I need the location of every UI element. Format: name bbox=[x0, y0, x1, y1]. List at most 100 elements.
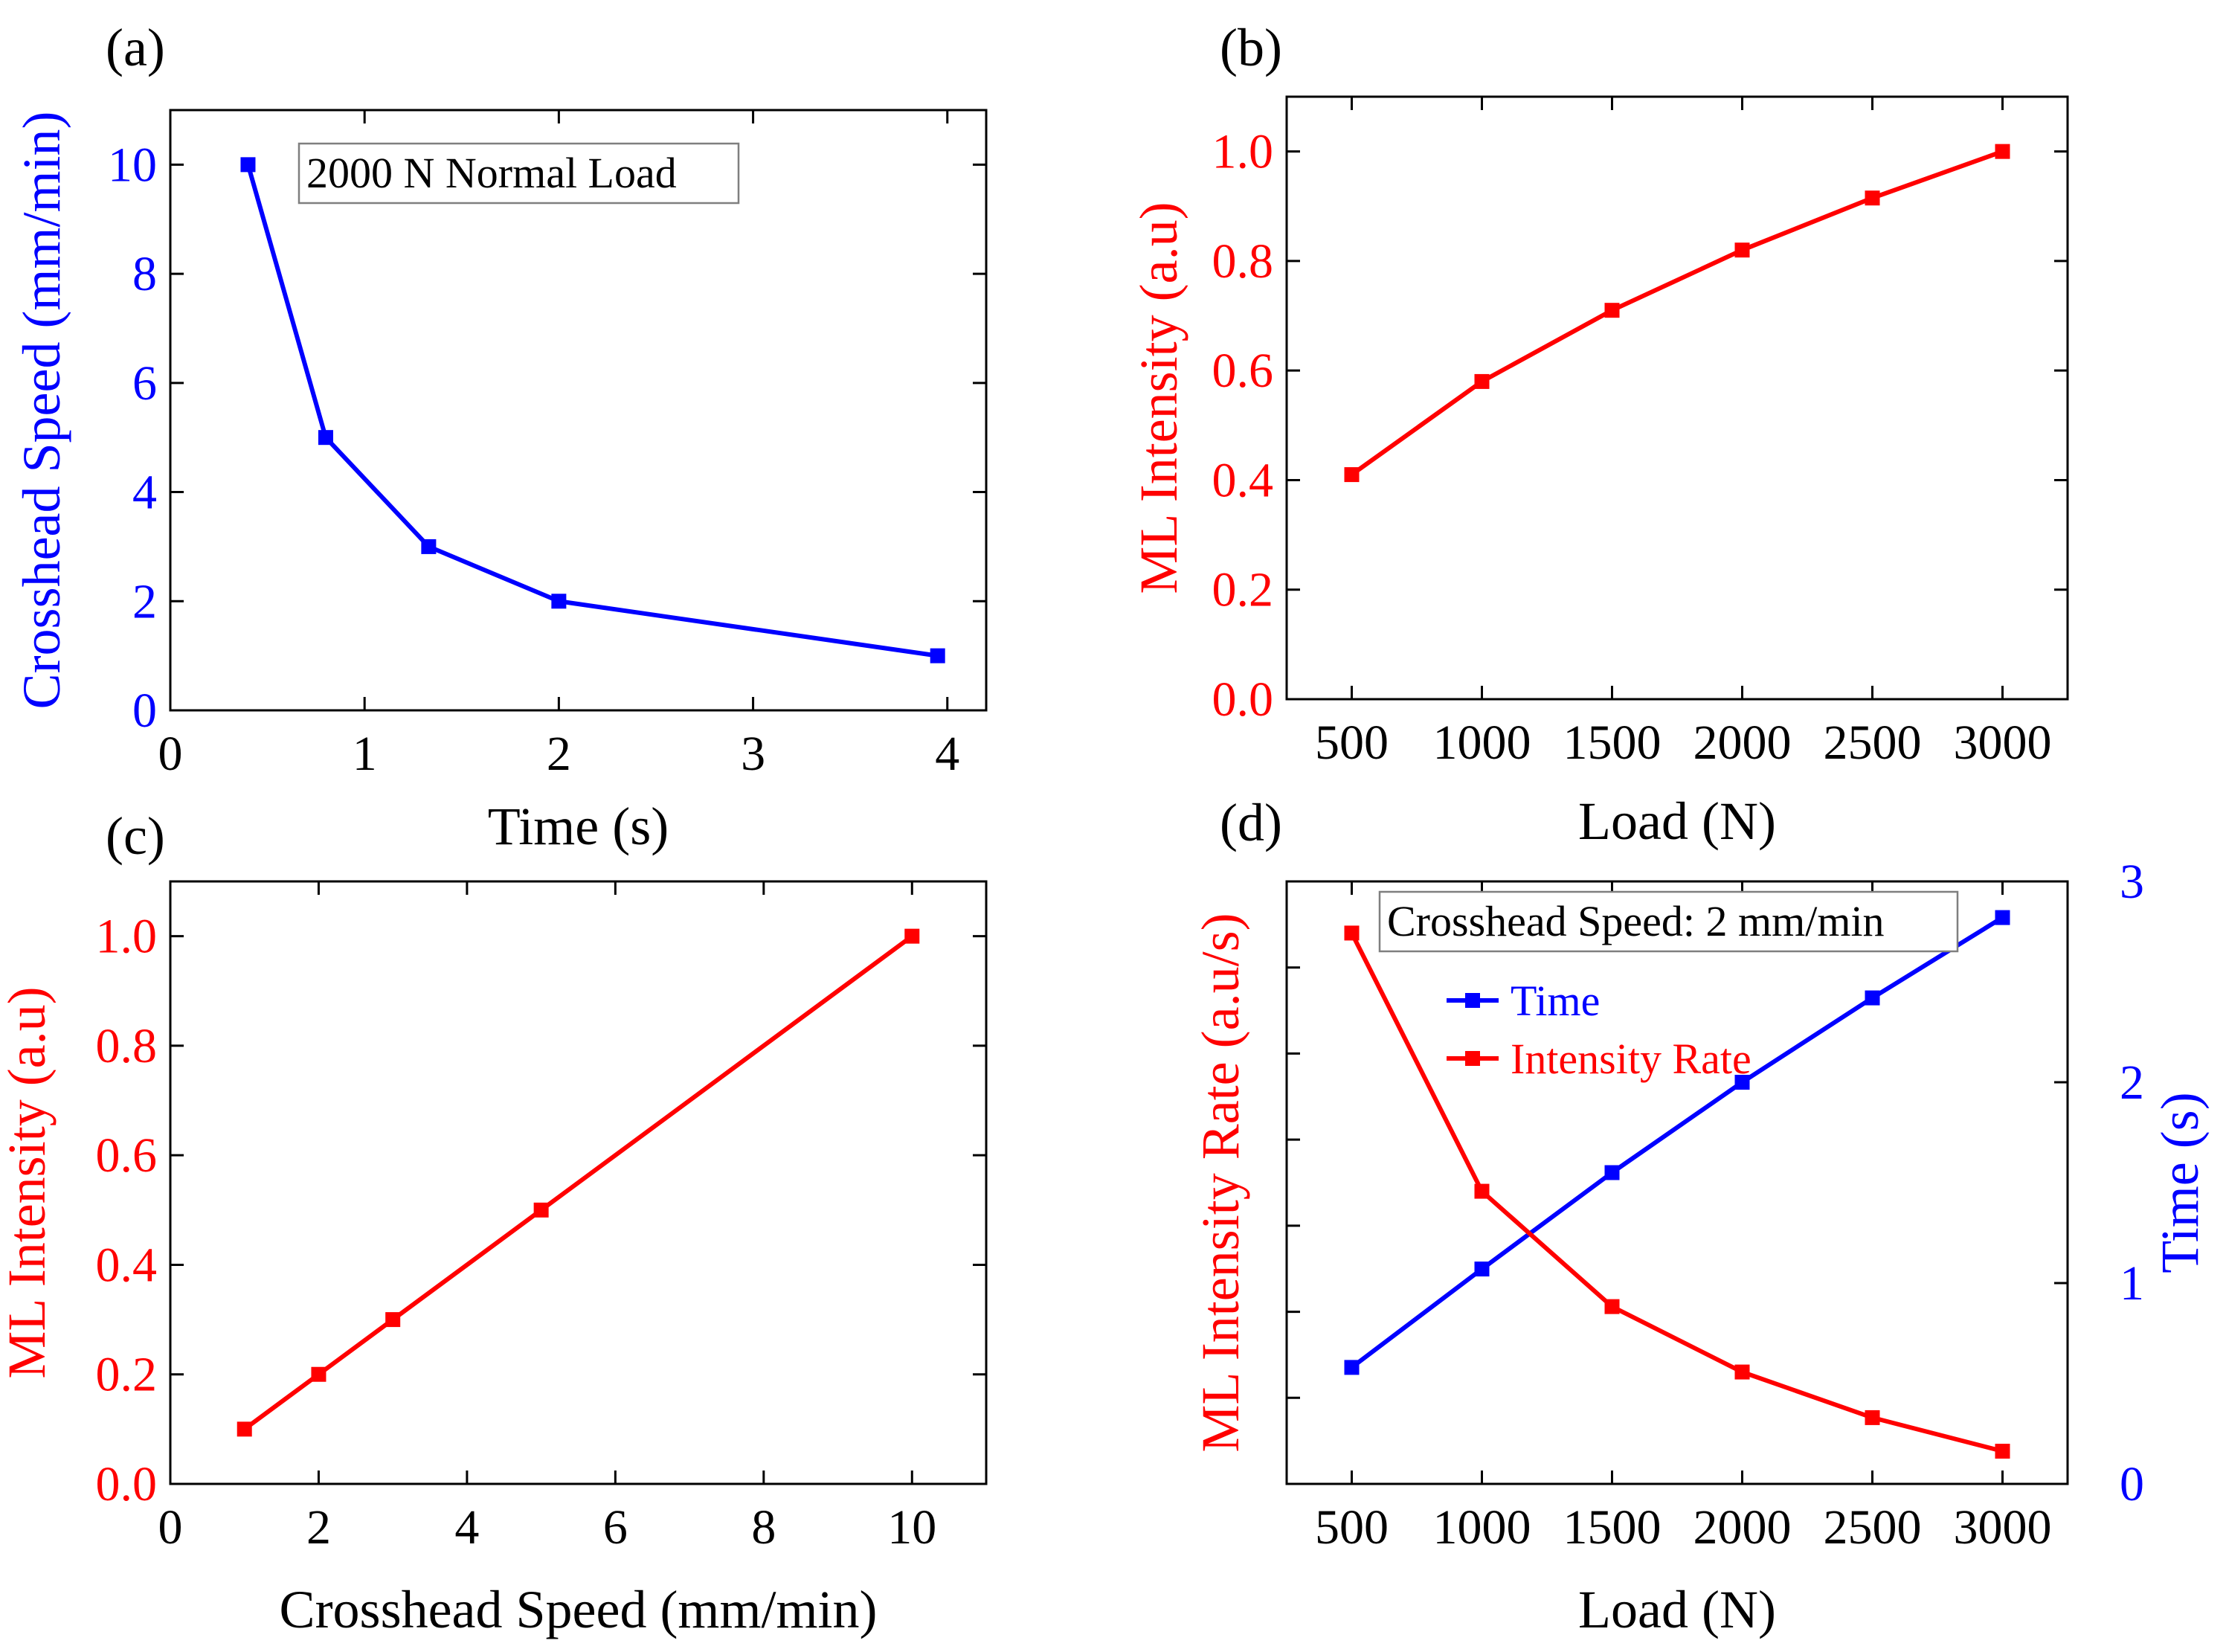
plot-frame-d bbox=[1285, 880, 2069, 1485]
y-tick-label-b: 1.0 bbox=[1212, 125, 1274, 179]
y-tick-label-b: 0.8 bbox=[1212, 234, 1274, 289]
y-tick-label-b: 0.6 bbox=[1212, 344, 1274, 398]
data-point-d-1 bbox=[1474, 1183, 1490, 1199]
y-tick-label-b: 0.0 bbox=[1212, 672, 1274, 727]
data-point-c-0 bbox=[237, 1421, 252, 1437]
y-tick-label-a: 2 bbox=[132, 574, 157, 629]
annotation-box-d bbox=[1378, 890, 1959, 953]
annotation-text-a: 2000 N Normal Load bbox=[306, 149, 677, 197]
y-tick-label-a: 4 bbox=[132, 466, 157, 520]
x-tick-label-c: 4 bbox=[454, 1500, 479, 1555]
data-point-a-0 bbox=[240, 157, 256, 173]
data-point-a-0 bbox=[421, 539, 437, 554]
y-axis-title-d: ML Intensity Rate (a.u/s) bbox=[1191, 913, 1250, 1452]
x-tick-label-d: 2000 bbox=[1693, 1500, 1792, 1555]
data-point-b-0 bbox=[1995, 144, 2010, 159]
series-line-b-0 bbox=[1350, 149, 2004, 477]
x-tick-label-b: 1500 bbox=[1563, 716, 1662, 770]
x-tick-label-d: 500 bbox=[1315, 1500, 1389, 1555]
data-point-a-0 bbox=[318, 430, 333, 446]
y-tick-label-c: 0.0 bbox=[96, 1457, 158, 1511]
annotation-box-a bbox=[297, 142, 740, 205]
x-axis-title-b: Load (N) bbox=[1578, 791, 1776, 851]
y-tick-label-c: 0.8 bbox=[96, 1019, 158, 1073]
legend-label-d-1: Intensity Rate bbox=[1511, 1035, 1751, 1083]
x-tick-label-c: 0 bbox=[158, 1500, 183, 1555]
data-point-d-0 bbox=[1474, 1262, 1490, 1277]
y-tick-label-a: 0 bbox=[132, 684, 157, 738]
data-point-d-1 bbox=[1865, 1410, 1880, 1425]
data-point-d-1 bbox=[1995, 1444, 2010, 1459]
y-tick-label-b: 0.2 bbox=[1212, 563, 1274, 617]
data-point-d-1 bbox=[1344, 925, 1360, 941]
x-tick-label-c: 8 bbox=[751, 1500, 776, 1555]
y-tick-label-c: 0.2 bbox=[96, 1348, 158, 1402]
series-line-a-0 bbox=[245, 164, 939, 658]
x-tick-label-d: 3000 bbox=[1954, 1500, 2052, 1555]
data-point-d-0 bbox=[1865, 990, 1880, 1006]
data-point-a-0 bbox=[930, 648, 945, 663]
legend-marker-d-1 bbox=[1465, 1051, 1480, 1066]
legend-marker-d-0 bbox=[1465, 993, 1480, 1008]
data-point-d-0 bbox=[1734, 1075, 1750, 1090]
panel-a: (a) 0 1 2 3 4 0 2 4 6 8 10 Time (s) Crosshead Speed (… bbox=[12, 18, 988, 856]
data-point-d-0 bbox=[1604, 1165, 1620, 1180]
x-tick-label-d: 2500 bbox=[1824, 1500, 1922, 1555]
x-tick-label-a: 2 bbox=[547, 727, 571, 781]
x-tick-label-a: 3 bbox=[741, 727, 765, 781]
series-line-c-0 bbox=[242, 934, 914, 1431]
y-tick-label-a: 10 bbox=[108, 138, 157, 192]
x-axis-title-d: Load (N) bbox=[1578, 1580, 1776, 1639]
plot-frame-a bbox=[169, 109, 988, 712]
x-axis-title-c: Crosshead Speed (mm/min) bbox=[280, 1580, 878, 1639]
y-right-tick-label-d: 3 bbox=[2120, 855, 2144, 909]
y-axis-title-a: Crosshead Speed (mm/min) bbox=[12, 112, 71, 710]
data-point-b-0 bbox=[1865, 190, 1880, 206]
legend-label-d-0: Time bbox=[1511, 977, 1600, 1025]
x-tick-label-b: 2000 bbox=[1693, 716, 1792, 770]
panel-label-a: (a) bbox=[106, 18, 165, 77]
x-tick-label-c: 2 bbox=[306, 1500, 331, 1555]
x-tick-label-a: 0 bbox=[158, 727, 183, 781]
panel-label-c: (c) bbox=[106, 806, 165, 866]
panel-d: (d) 500 1000 1500 2000 2500 3000 0 1 2 3 Time (s) Lo… bbox=[1191, 793, 2210, 1639]
x-tick-label-b: 3000 bbox=[1954, 716, 2052, 770]
y-tick-label-c: 0.4 bbox=[96, 1238, 158, 1292]
annotation-text-d: Crosshead Speed: 2 mm/min bbox=[1387, 897, 1885, 945]
data-point-b-0 bbox=[1734, 242, 1750, 258]
y-axis-title-c: ML Intensity (a.u) bbox=[0, 986, 57, 1378]
plot-frame-b bbox=[1285, 95, 2069, 701]
panel-label-b: (b) bbox=[1220, 18, 1282, 77]
data-point-d-1 bbox=[1734, 1364, 1750, 1380]
y-tick-label-c: 1.0 bbox=[96, 910, 158, 964]
x-tick-label-c: 10 bbox=[887, 1500, 936, 1555]
panel-label-d: (d) bbox=[1220, 793, 1282, 852]
y-right-tick-label-d: 1 bbox=[2120, 1256, 2144, 1311]
y-axis-title-b: ML Intensity (a.u) bbox=[1129, 202, 1188, 594]
y-right-tick-label-d: 0 bbox=[2120, 1457, 2144, 1511]
x-tick-label-d: 1000 bbox=[1433, 1500, 1531, 1555]
plot-frame-c bbox=[169, 880, 988, 1485]
x-tick-label-b: 500 bbox=[1315, 716, 1389, 770]
data-point-a-0 bbox=[551, 594, 567, 609]
data-point-c-0 bbox=[385, 1312, 401, 1328]
data-point-c-0 bbox=[904, 928, 920, 944]
x-tick-label-d: 1500 bbox=[1563, 1500, 1662, 1555]
x-tick-label-a: 4 bbox=[935, 727, 959, 781]
data-point-d-1 bbox=[1604, 1299, 1620, 1314]
x-tick-label-b: 2500 bbox=[1824, 716, 1922, 770]
panel-c: (c) 0 2 4 6 8 10 0.0 0.2 0.4 0.6 0.8 1.0 Crosshead Sp… bbox=[0, 806, 988, 1639]
y-tick-label-b: 0.4 bbox=[1212, 453, 1274, 507]
x-tick-label-b: 1000 bbox=[1433, 716, 1531, 770]
x-tick-label-a: 1 bbox=[353, 727, 377, 781]
x-tick-label-c: 6 bbox=[603, 1500, 628, 1555]
y-axis-title-right-d: Time (s) bbox=[2150, 1092, 2210, 1273]
data-point-c-0 bbox=[533, 1202, 549, 1218]
data-point-b-0 bbox=[1344, 467, 1360, 483]
panel-b: (b) 500 1000 1500 2000 2500 3000 0.0 0.2 0.4 0.6 0.… bbox=[1129, 18, 2069, 851]
data-point-c-0 bbox=[311, 1366, 326, 1382]
data-point-b-0 bbox=[1604, 303, 1620, 318]
y-tick-label-c: 0.6 bbox=[96, 1128, 158, 1183]
y-tick-label-a: 8 bbox=[132, 247, 157, 301]
